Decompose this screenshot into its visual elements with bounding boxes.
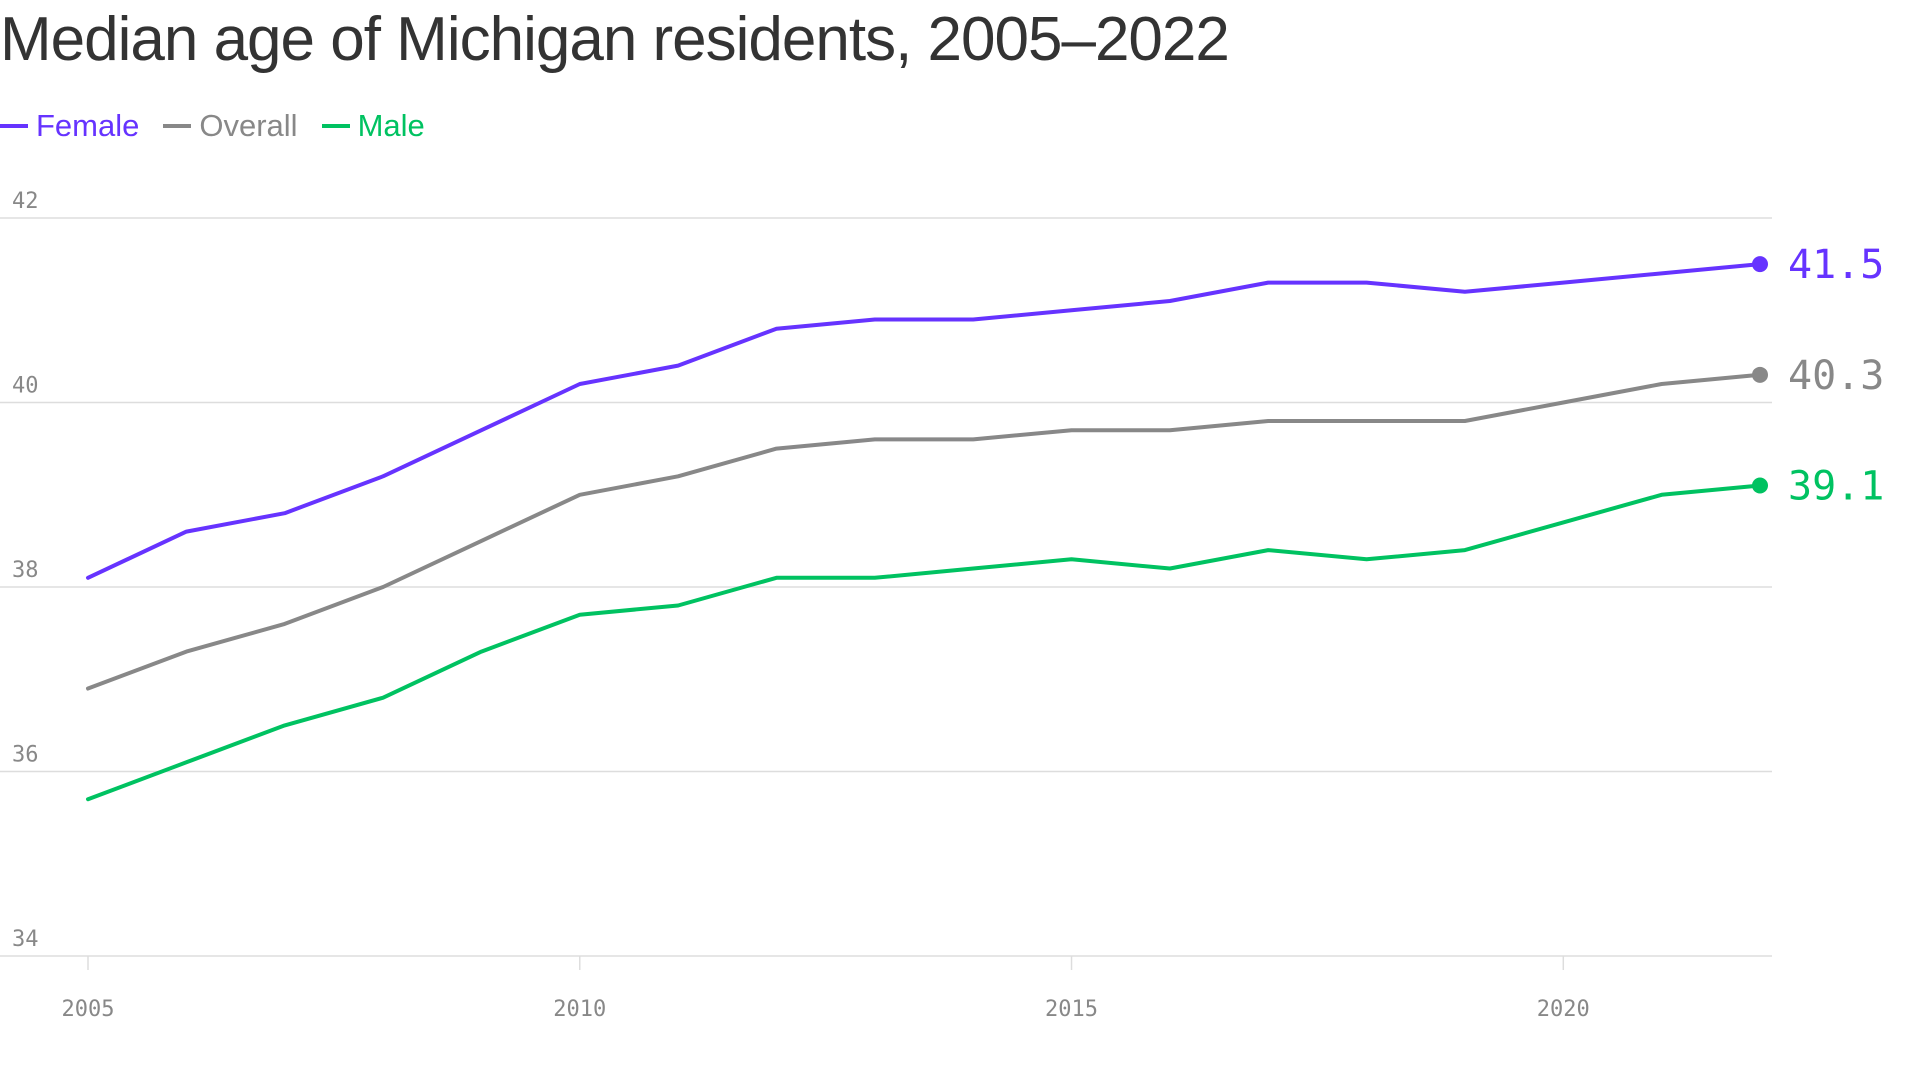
legend-swatch-overall bbox=[163, 124, 192, 128]
legend-item-female: Female bbox=[0, 108, 139, 144]
legend: Female Overall Male bbox=[0, 108, 449, 144]
x-tick-label-2005: 2005 bbox=[62, 997, 115, 1022]
chart-title: Median age of Michigan residents, 2005–2… bbox=[0, 5, 1230, 74]
legend-label-male: Male bbox=[357, 108, 425, 143]
y-tick-label-36: 36 bbox=[12, 743, 39, 768]
series-line-male bbox=[86, 483, 1762, 802]
end-label-overall: 40.3 bbox=[1788, 353, 1884, 399]
y-tick-label-42: 42 bbox=[12, 189, 39, 214]
x-tick-label-2010: 2010 bbox=[553, 997, 606, 1022]
x-tick-label-2020: 2020 bbox=[1537, 997, 1590, 1022]
end-point-female bbox=[1752, 256, 1768, 273]
legend-label-female: Female bbox=[36, 108, 140, 143]
legend-label-overall: Overall bbox=[199, 108, 298, 143]
end-point-male bbox=[1752, 477, 1768, 494]
y-tick-label-40: 40 bbox=[12, 374, 39, 399]
end-label-male: 39.1 bbox=[1788, 464, 1884, 510]
legend-item-male: Male bbox=[321, 108, 425, 144]
legend-item-overall: Overall bbox=[163, 108, 298, 144]
series-line-female bbox=[86, 262, 1762, 580]
series-line-overall bbox=[86, 372, 1762, 691]
end-label-female: 41.5 bbox=[1788, 242, 1884, 288]
y-tick-label-34: 34 bbox=[12, 927, 39, 952]
legend-swatch-male bbox=[321, 124, 350, 128]
legend-swatch-female bbox=[0, 124, 28, 128]
x-tick-label-2015: 2015 bbox=[1045, 997, 1098, 1022]
y-tick-label-38: 38 bbox=[12, 558, 39, 583]
end-point-overall bbox=[1752, 366, 1768, 383]
